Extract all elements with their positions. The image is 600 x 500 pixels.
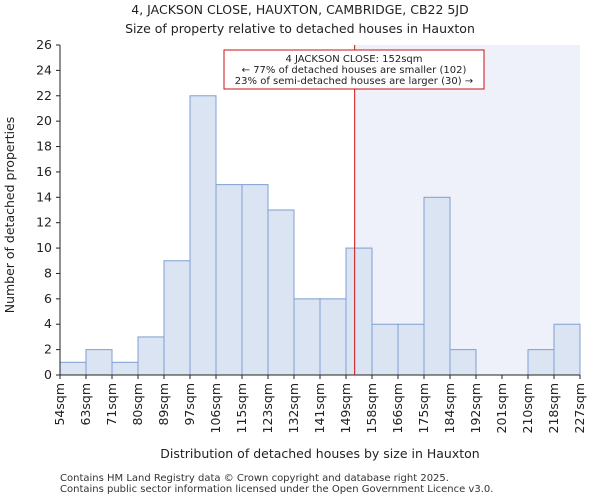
footer-line-1: Contains HM Land Registry data © Crown c… bbox=[60, 473, 449, 484]
y-tick-label: 4 bbox=[44, 316, 52, 331]
annotation-box bbox=[223, 49, 485, 90]
x-tick-label: 63sqm bbox=[78, 383, 93, 426]
y-tick-label: 8 bbox=[44, 265, 52, 280]
bar bbox=[111, 361, 139, 376]
y-tick-label: 22 bbox=[36, 88, 52, 103]
y-tick-label: 18 bbox=[36, 139, 52, 154]
y-tick-label: 20 bbox=[36, 113, 52, 128]
chart-subtitle: Size of property relative to detached ho… bbox=[125, 21, 475, 36]
bar bbox=[345, 247, 373, 376]
x-tick-label: 166sqm bbox=[390, 383, 405, 433]
annotation-line-2: ← 77% of detached houses are smaller (10… bbox=[242, 65, 467, 76]
bar bbox=[215, 184, 243, 376]
x-axis-label: Distribution of detached houses by size … bbox=[160, 446, 479, 461]
x-tick-label: 158sqm bbox=[364, 383, 379, 433]
bar bbox=[423, 196, 451, 376]
bar bbox=[189, 95, 217, 376]
x-tick-label: 149sqm bbox=[338, 383, 353, 433]
highlight-region bbox=[354, 45, 580, 375]
bar bbox=[319, 298, 347, 376]
bar bbox=[397, 323, 425, 376]
y-tick-label: 0 bbox=[44, 367, 52, 382]
x-tick-label: 192sqm bbox=[468, 383, 483, 433]
y-tick-label: 10 bbox=[36, 240, 52, 255]
annotation-line-1: 4 JACKSON CLOSE: 152sqm bbox=[285, 54, 422, 65]
chart-title: 4, JACKSON CLOSE, HAUXTON, CAMBRIDGE, CB… bbox=[131, 2, 469, 17]
y-tick-label: 6 bbox=[44, 291, 52, 306]
x-tick-label: 218sqm bbox=[546, 383, 561, 433]
x-tick-label: 97sqm bbox=[182, 383, 197, 426]
bar bbox=[241, 184, 269, 376]
y-axis-label: Number of detached properties bbox=[2, 117, 17, 314]
x-tick-label: 132sqm bbox=[286, 383, 301, 433]
x-tick-label: 71sqm bbox=[104, 383, 119, 426]
x-tick-label: 89sqm bbox=[156, 383, 171, 426]
x-tick-label: 184sqm bbox=[442, 383, 457, 433]
bar bbox=[553, 323, 581, 376]
bar bbox=[371, 323, 399, 376]
footer-line-2: Contains public sector information licen… bbox=[60, 484, 494, 495]
x-tick-label: 175sqm bbox=[416, 383, 431, 433]
x-tick-label: 54sqm bbox=[52, 383, 67, 426]
x-tick-label: 141sqm bbox=[312, 383, 327, 433]
y-tick-label: 26 bbox=[36, 37, 52, 52]
y-tick-label: 14 bbox=[36, 189, 52, 204]
bar bbox=[449, 349, 477, 376]
y-tick-label: 24 bbox=[36, 62, 52, 77]
x-tick-label: 210sqm bbox=[520, 383, 535, 433]
bar bbox=[163, 260, 191, 376]
y-tick-label: 16 bbox=[36, 164, 52, 179]
annotation-line-3: 23% of semi-detached houses are larger (… bbox=[235, 76, 473, 87]
bar bbox=[137, 336, 165, 376]
x-tick-label: 115sqm bbox=[234, 383, 249, 433]
bar bbox=[293, 298, 321, 376]
x-tick-label: 106sqm bbox=[208, 383, 223, 433]
bar bbox=[59, 361, 87, 376]
bar bbox=[85, 349, 113, 376]
x-tick-label: 123sqm bbox=[260, 383, 275, 433]
x-tick-label: 227sqm bbox=[572, 383, 587, 433]
y-tick-label: 2 bbox=[44, 342, 52, 357]
bar bbox=[267, 209, 295, 376]
bar bbox=[527, 349, 555, 376]
x-tick-label: 201sqm bbox=[494, 383, 509, 433]
x-tick-label: 80sqm bbox=[130, 383, 145, 426]
y-tick-label: 12 bbox=[36, 215, 52, 230]
